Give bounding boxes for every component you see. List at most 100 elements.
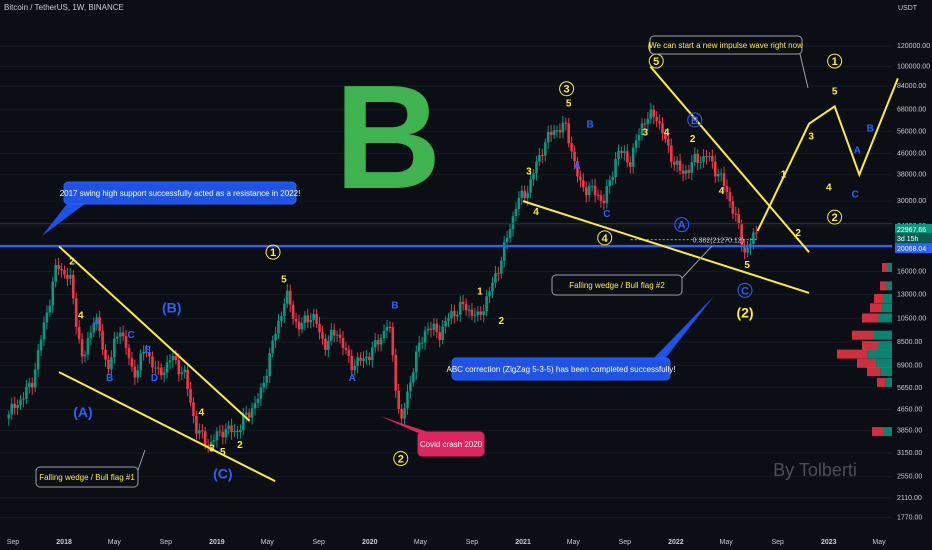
candle <box>104 349 107 360</box>
wedge2-callout-text: Falling wedge / Bull flag #2 <box>569 281 665 290</box>
candle <box>151 356 154 368</box>
candle <box>722 173 726 187</box>
candle <box>71 274 75 299</box>
candle <box>92 323 96 333</box>
candle <box>168 360 172 363</box>
candle <box>514 208 518 217</box>
wave-label: 2 <box>832 212 838 224</box>
y-tick-label: 8500.00 <box>897 339 922 346</box>
wave-count: 2 <box>795 228 801 239</box>
candle <box>552 130 556 135</box>
candle <box>306 315 310 323</box>
wedge1-callout-text: Falling wedge / Bull flag #1 <box>39 473 135 482</box>
candle <box>48 305 52 313</box>
y-tick-label: 4650.00 <box>897 407 922 414</box>
bitcoin-logo: B <box>335 55 442 220</box>
volume-bar <box>882 262 888 272</box>
y-tick-label: 84000.00 <box>897 83 926 90</box>
candle <box>127 347 131 359</box>
volume-bar <box>876 358 892 368</box>
candle <box>177 360 181 375</box>
candle <box>370 347 374 361</box>
candle <box>664 133 667 139</box>
candle <box>19 399 22 405</box>
wave-label: 1 <box>832 56 838 68</box>
x-tick-label: May <box>872 539 886 546</box>
candle <box>365 356 368 359</box>
candle <box>456 314 459 317</box>
wave-count: B <box>391 300 398 311</box>
candle <box>541 155 544 157</box>
candle <box>661 123 664 134</box>
wave-count: 3 <box>526 167 532 178</box>
candle <box>614 158 617 177</box>
candle <box>324 338 327 350</box>
candle <box>564 122 568 124</box>
x-tick-label: May <box>414 539 428 546</box>
axis-unit: USDT <box>898 5 918 12</box>
candle <box>397 390 400 409</box>
price-tag-text: 20068.04 <box>897 246 926 253</box>
candle <box>189 388 192 403</box>
candle <box>558 130 562 133</box>
candle <box>133 366 137 378</box>
candle <box>746 247 749 253</box>
wave-label: (2) <box>736 304 753 320</box>
candle <box>549 132 553 135</box>
candle <box>121 332 125 337</box>
candle <box>22 398 25 400</box>
candle <box>438 331 442 341</box>
wave-circle <box>265 244 281 260</box>
candle <box>265 375 269 383</box>
candle <box>33 369 37 388</box>
wedge1-pointer <box>137 449 146 471</box>
candle <box>435 323 439 332</box>
candle <box>341 337 345 348</box>
candle <box>687 170 691 173</box>
candle <box>113 338 116 358</box>
candle <box>107 359 110 370</box>
candle <box>429 328 433 330</box>
wave-labels: (A)(B)(C)(1)(2)12345ABC1224ABCDE43525AB1… <box>35 35 874 488</box>
wave-count: 4 <box>719 186 725 197</box>
candle <box>420 342 424 344</box>
candle <box>233 430 236 433</box>
y-tick-label: 10500.00 <box>897 315 926 322</box>
wave-count: A <box>349 373 356 384</box>
candle <box>678 160 682 171</box>
y-tick-label: 2110.00 <box>897 495 922 502</box>
x-tick-label: Sep <box>160 539 173 546</box>
wave-count: 5 <box>220 447 226 458</box>
y-tick-label: 38000.00 <box>897 172 926 179</box>
candle <box>511 216 515 230</box>
candle <box>579 176 582 181</box>
wave-label: 4 <box>602 233 609 245</box>
candle <box>277 320 280 334</box>
candle <box>652 109 656 117</box>
candle <box>373 340 377 348</box>
abc-callout-text: ABC correction (ZigZag 5-3-5) has been c… <box>447 365 676 374</box>
wave-count: C <box>127 330 134 341</box>
wave-circle <box>737 282 753 298</box>
candle <box>344 347 348 350</box>
candle <box>599 195 603 201</box>
candle <box>499 260 503 274</box>
wave-label: A <box>678 220 686 232</box>
candles <box>7 102 758 453</box>
price-tag <box>895 232 932 243</box>
x-tick-label: 2020 <box>362 539 378 546</box>
x-tick-label: Sep <box>771 539 784 546</box>
candle <box>485 296 488 312</box>
candle <box>406 391 409 409</box>
x-tick-label: May <box>108 539 122 546</box>
candle <box>611 176 614 181</box>
wedge1-upper-line <box>58 245 251 422</box>
wave-circle <box>827 209 843 225</box>
candle <box>142 351 145 354</box>
candle <box>482 311 485 315</box>
candle <box>379 338 383 345</box>
y-tick-label: 13000.00 <box>897 292 926 299</box>
candle <box>274 333 277 341</box>
candle <box>711 155 714 162</box>
